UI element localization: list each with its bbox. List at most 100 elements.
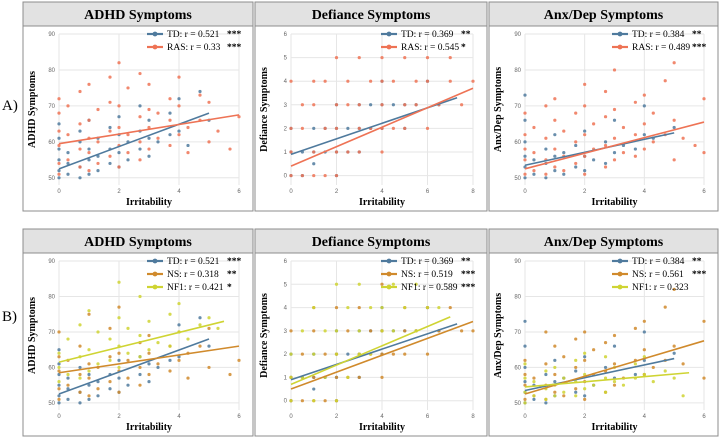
point-td: [78, 176, 82, 180]
point-td: [532, 397, 536, 401]
point-td: [177, 97, 181, 101]
point-nf1: [603, 390, 608, 394]
point-ras: [156, 111, 160, 115]
point-ras: [369, 79, 373, 83]
legend-marker-nf1: [386, 284, 392, 290]
point-nf1: [289, 399, 293, 403]
x-tick-label: 2: [335, 414, 339, 420]
point-td: [583, 394, 587, 398]
point-ras: [66, 158, 70, 162]
point-ras: [138, 71, 142, 76]
point-ns: [574, 387, 578, 391]
point-ras: [672, 118, 676, 122]
point-ras: [168, 118, 172, 122]
point-nf1: [357, 329, 361, 333]
point-ras: [346, 150, 350, 154]
legend-label-ras: RAS: r = 0.545: [401, 43, 459, 53]
point-nf1: [198, 323, 202, 327]
point-ras: [681, 136, 685, 140]
point-ns: [471, 329, 475, 333]
row-label-a: A): [2, 98, 18, 114]
point-ras: [87, 118, 91, 122]
point-ras: [57, 111, 61, 115]
point-td: [312, 162, 316, 166]
y-tick-label: 90: [48, 259, 55, 265]
x-tick-label: 6: [702, 189, 706, 195]
point-nf1: [177, 301, 181, 306]
y-axis-label: ADHD Symptoms: [27, 71, 38, 148]
point-ras: [228, 147, 232, 151]
point-ns: [87, 376, 91, 380]
y-tick-label: 50: [48, 401, 55, 407]
trend-line-td: [58, 112, 210, 170]
point-ras: [78, 89, 82, 94]
point-ras: [574, 111, 578, 115]
x-axis-label: Irritability: [591, 422, 637, 433]
point-nf1: [334, 352, 339, 356]
point-nf1: [289, 375, 293, 380]
panel-header: [488, 228, 719, 254]
point-ns: [117, 305, 121, 309]
point-td: [138, 147, 142, 151]
legend-label-td: TD: r = 0.521: [167, 30, 220, 40]
point-nf1: [300, 329, 304, 333]
point-nf1: [126, 351, 130, 355]
point-nf1: [357, 282, 361, 286]
point-td: [583, 355, 587, 359]
point-ns: [156, 362, 160, 366]
point-nf1: [544, 369, 548, 373]
point-ras: [312, 79, 316, 83]
point-ns: [460, 329, 464, 333]
point-nf1: [574, 394, 578, 398]
point-ns: [672, 287, 676, 291]
panel-title: ADHD Symptoms: [84, 235, 192, 250]
panel-title: Anx/Dep Symptoms: [544, 8, 664, 23]
y-tick-label: 60: [48, 140, 55, 146]
point-ns: [117, 390, 121, 394]
point-ras: [177, 133, 181, 137]
point-ras: [380, 103, 384, 107]
point-ras: [147, 125, 151, 130]
point-ns: [583, 330, 587, 334]
point-td: [544, 372, 548, 377]
point-nf1: [592, 383, 596, 387]
x-tick-label: 4: [177, 189, 181, 195]
panel-a-adhd-symptoms: ADHD Symptoms 0 2 4 6 50 60 70 80 90 Irritability A…: [22, 1, 254, 212]
point-td: [553, 133, 557, 137]
point-td: [57, 176, 61, 180]
point-ras: [523, 133, 527, 137]
point-ns: [553, 372, 557, 377]
point-nf1: [391, 282, 395, 286]
panel-b-defiance-symptoms: Defiance Symptoms 0 2 4 6 8 0 1 2 3 4 5 6 Irritabilit…: [254, 228, 488, 437]
point-ras: [168, 97, 172, 101]
point-ns: [289, 329, 293, 333]
point-nf1: [583, 351, 587, 355]
point-td: [156, 365, 160, 370]
point-ras: [323, 126, 327, 130]
point-ns: [147, 351, 151, 355]
point-ras: [300, 173, 304, 178]
point-nf1: [553, 365, 557, 370]
trend-line-ns: [524, 340, 705, 395]
point-nf1: [96, 330, 100, 334]
point-nf1: [138, 355, 142, 359]
point-ras: [87, 82, 91, 86]
point-nf1: [96, 362, 100, 366]
point-ras: [108, 75, 112, 79]
legend-label-ras: RAS: r = 0.489: [632, 43, 690, 53]
point-nf1: [651, 380, 655, 384]
point-ras: [66, 104, 70, 108]
point-ras: [312, 103, 316, 107]
point-td: [57, 158, 61, 162]
y-tick-label: 5: [284, 56, 288, 62]
legend-stars-ras: ***: [227, 43, 242, 53]
y-tick-label: 1: [284, 375, 288, 381]
legend-label-ras: RAS: r = 0.33: [167, 43, 221, 53]
x-tick-label: 4: [643, 414, 647, 420]
point-ns: [186, 376, 190, 380]
point-td: [78, 401, 82, 405]
point-nf1: [523, 401, 527, 405]
point-ns: [168, 369, 172, 373]
point-nf1: [532, 394, 536, 398]
point-nf1: [289, 352, 293, 356]
